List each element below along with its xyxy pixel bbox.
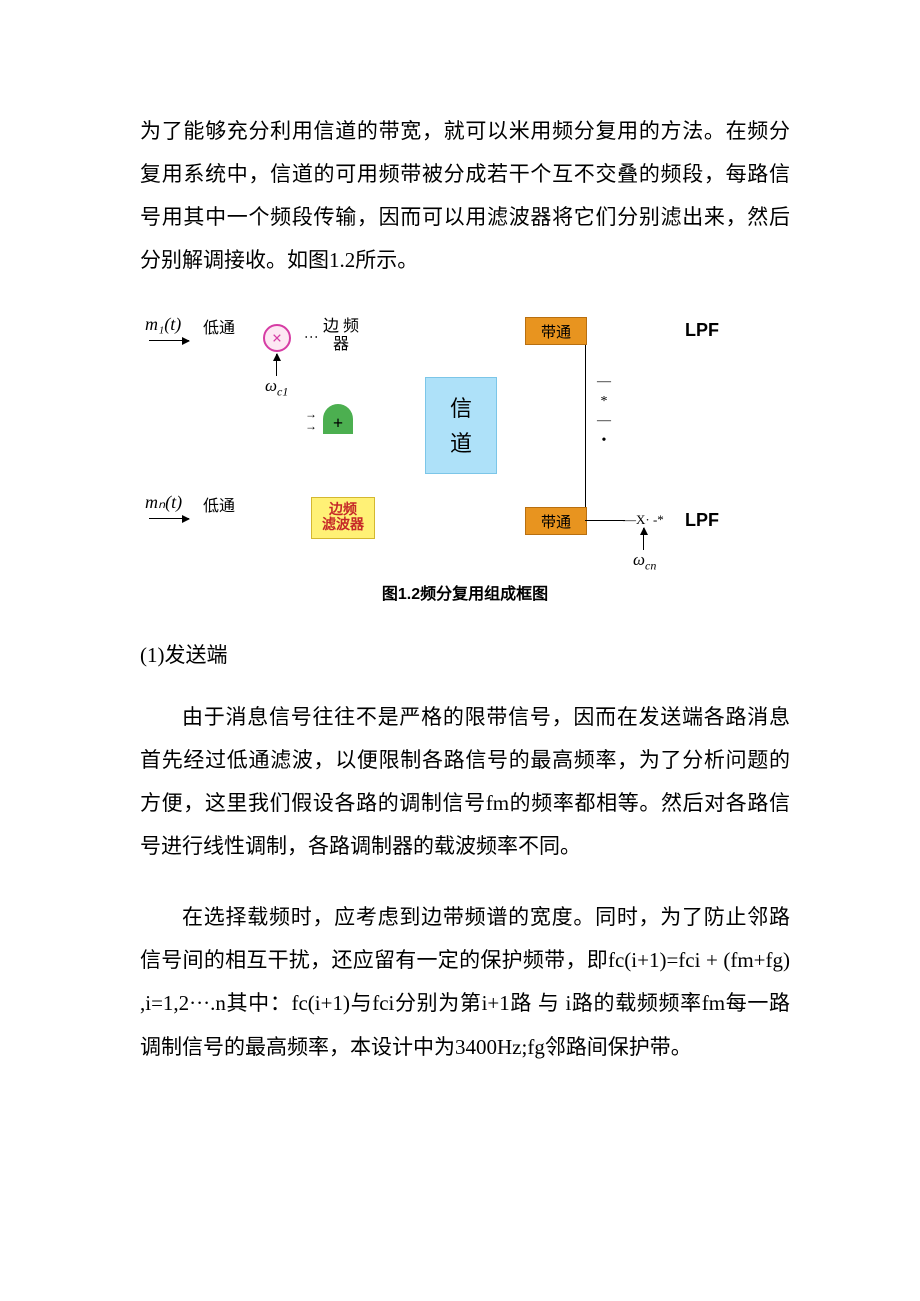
intro-paragraph: 为了能够充分利用信道的带宽，就可以米用频分复用的方法。在频分复用系统中，信道的可… (140, 110, 790, 282)
line-icon (585, 520, 625, 521)
lowpass-label-1: 低通 (203, 320, 235, 338)
omega-c1-label: ωc1 (265, 376, 288, 399)
bandpass-box-bottom: 带通 (525, 507, 587, 535)
bus-line-icon (585, 330, 586, 520)
arrow-icon (149, 340, 189, 341)
bandpass-box-top: 带通 (525, 317, 587, 345)
arrow-up-icon (643, 528, 644, 550)
section-1-heading: (1)发送端 (140, 634, 790, 676)
fdm-block-diagram: m₁(t) 低通 × ωc1 ⋮ 边 频 器 →→ + (145, 312, 785, 572)
lpf-label-top: LPF (685, 320, 719, 341)
figure-caption: 图1.2频分复用组成框图 (140, 580, 790, 604)
sideband-filter-label: 边 频 器 (323, 318, 359, 353)
demod-symbols: — * — • (597, 372, 611, 450)
demod-x-label: —X· -* (623, 512, 664, 528)
paragraph-3: 在选择载频时，应考虑到边带频谱的宽度。同时，为了防止邻路信号间的相互干扰，还应留… (140, 896, 790, 1068)
multiplier-icon: × (263, 324, 291, 352)
adder-input-arrows-icon: →→ (305, 408, 317, 432)
diagram-container: m₁(t) 低通 × ωc1 ⋮ 边 频 器 →→ + (140, 312, 790, 604)
arrow-up-icon (276, 354, 277, 376)
sideband-filter-box: 边频 滤波器 (311, 497, 375, 539)
paragraph-2: 由于消息信号往往不是严格的限带信号，因而在发送端各路消息首先经过低通滤波，以便限… (140, 696, 790, 868)
lpf-label-bottom: LPF (685, 510, 719, 531)
channel-box: 信 道 (425, 377, 497, 474)
signal-m1-label: m₁(t) (145, 314, 181, 335)
vdots-icon: ⋮ (305, 330, 316, 344)
signal-mn-label: mₙ(t) (145, 492, 182, 513)
omega-cn-label: ωcn (633, 550, 656, 573)
arrow-icon (149, 518, 189, 519)
lowpass-label-2: 低通 (203, 498, 235, 516)
adder-icon: →→ + (323, 404, 353, 434)
